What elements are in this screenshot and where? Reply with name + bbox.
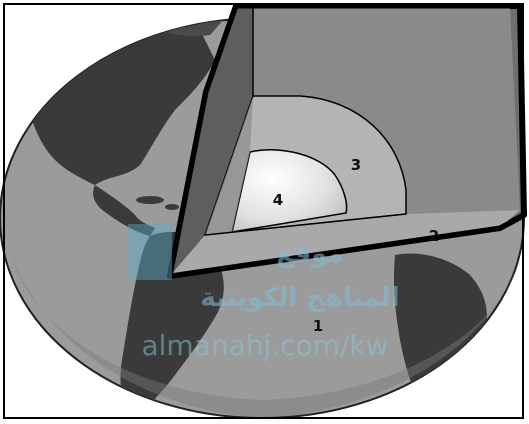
watermark-line3: almanahj.com/kw xyxy=(141,329,388,362)
label-layer-4: 4 xyxy=(273,191,283,209)
label-layer-1: 1 xyxy=(313,317,323,335)
watermark-line1: موقع xyxy=(276,239,343,269)
cutaway-floor-line xyxy=(204,213,407,236)
continent-south-america xyxy=(120,232,224,418)
island-cuba xyxy=(136,196,164,204)
globe-lower-shade xyxy=(10,250,520,418)
watermark-logo-block xyxy=(128,224,172,280)
layer-inner-core xyxy=(231,149,348,233)
cutaway-inner-shadow xyxy=(205,96,253,235)
layer-mantle xyxy=(253,6,520,214)
continent-central-america xyxy=(93,185,155,236)
layer-outer-floor xyxy=(170,210,520,276)
cutaway-outline xyxy=(167,3,527,279)
island-hispaniola xyxy=(165,204,179,210)
cutaway-left-wall xyxy=(170,6,253,276)
watermark-line2: المناهج الكويتية xyxy=(200,283,399,313)
label-layer-2: 2 xyxy=(429,227,439,245)
label-layer-3: 3 xyxy=(351,156,361,174)
